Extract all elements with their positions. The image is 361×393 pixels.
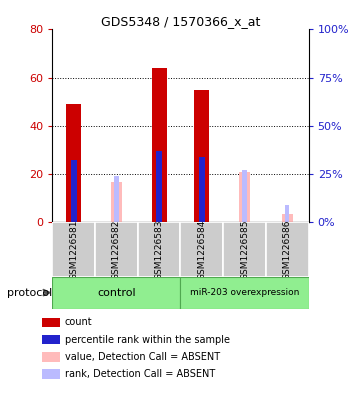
Bar (52, 277, 180, 309)
Bar (239, 172, 250, 222)
Bar (95, 222, 138, 277)
Title: GDS5348 / 1570366_x_at: GDS5348 / 1570366_x_at (101, 15, 260, 28)
Text: GSM1226585: GSM1226585 (240, 219, 249, 280)
Bar (43, 335, 60, 344)
Bar (194, 90, 209, 222)
Bar (114, 176, 118, 222)
Bar (180, 222, 223, 277)
Bar (223, 222, 266, 277)
Bar (243, 170, 247, 222)
Bar (43, 369, 60, 379)
Bar (52, 222, 95, 277)
Bar (266, 222, 309, 277)
Text: count: count (65, 317, 92, 327)
Text: GSM1226581: GSM1226581 (69, 219, 78, 280)
Text: GSM1226583: GSM1226583 (155, 219, 164, 280)
Text: protocol: protocol (7, 288, 52, 298)
Bar (156, 151, 162, 222)
Bar (70, 160, 77, 222)
Text: percentile rank within the sample: percentile rank within the sample (65, 334, 230, 345)
Text: rank, Detection Call = ABSENT: rank, Detection Call = ABSENT (65, 369, 215, 379)
Text: GSM1226584: GSM1226584 (197, 219, 206, 280)
Bar (43, 352, 60, 362)
Bar (180, 277, 309, 309)
Bar (282, 214, 293, 222)
Bar (111, 182, 122, 222)
Bar (152, 68, 167, 222)
Bar (43, 318, 60, 327)
Text: GSM1226582: GSM1226582 (112, 219, 121, 280)
Bar (199, 156, 205, 222)
Bar (138, 222, 180, 277)
Text: value, Detection Call = ABSENT: value, Detection Call = ABSENT (65, 352, 220, 362)
Text: miR-203 overexpression: miR-203 overexpression (190, 288, 299, 297)
Text: GSM1226586: GSM1226586 (283, 219, 292, 280)
Text: control: control (97, 288, 136, 298)
Bar (66, 104, 81, 222)
Bar (285, 205, 290, 222)
